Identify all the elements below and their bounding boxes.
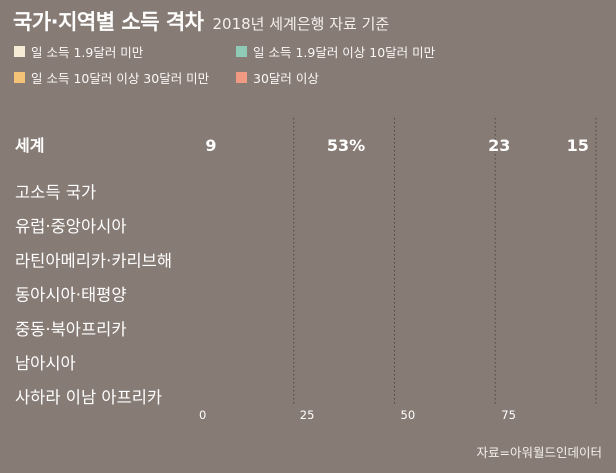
category-label: 중동·북아프리카 xyxy=(15,320,127,339)
legend-item: 일 소득 1.9달러 이상 10달러 미만 xyxy=(236,42,435,61)
legend: 일 소득 1.9달러 미만 일 소득 1.9달러 이상 10달러 미만 일 소득… xyxy=(14,42,484,92)
legend-item: 일 소득 1.9달러 미만 xyxy=(14,42,143,61)
legend-item: 일 소득 10달러 이상 30달러 미만 xyxy=(14,68,209,87)
category-label: 동아시아·태평양 xyxy=(15,286,127,305)
legend-label: 30달러 이상 xyxy=(253,71,319,86)
legend-label: 일 소득 1.9달러 미만 xyxy=(31,45,144,60)
x-tick-label: 25 xyxy=(300,408,315,422)
legend-swatch xyxy=(236,72,247,83)
category-label: 세계 xyxy=(15,136,44,155)
category-label: 유럽·중앙아시아 xyxy=(15,217,127,236)
data-label: 23 xyxy=(488,136,510,155)
legend-swatch xyxy=(14,72,25,83)
category-label: 남아시아 xyxy=(15,354,76,373)
source-note: 자료=아워월드인데이터 xyxy=(476,445,602,460)
legend-swatch xyxy=(14,46,25,57)
data-label: 15 xyxy=(567,136,589,155)
chart-subtitle: 2018년 세계은행 자료 기준 xyxy=(212,15,390,33)
data-label: 9 xyxy=(205,136,216,155)
category-label: 라틴아메리카·카리브해 xyxy=(15,251,172,270)
chart-title: 국가·지역별 소득 격차 xyxy=(13,10,204,34)
category-label: 사하라 이남 아프리카 xyxy=(15,388,162,407)
x-tick-label: 75 xyxy=(501,408,516,422)
chart-header: 국가·지역별 소득 격차 2018년 세계은행 자료 기준 xyxy=(13,6,389,36)
legend-label: 일 소득 1.9달러 이상 10달러 미만 xyxy=(253,45,436,60)
legend-swatch xyxy=(236,46,247,57)
data-label: 53% xyxy=(327,136,365,155)
legend-item: 30달러 이상 xyxy=(236,68,319,87)
x-tick-label: 0 xyxy=(199,408,206,422)
x-tick-label: 50 xyxy=(401,408,416,422)
category-label: 고소득 국가 xyxy=(15,183,96,202)
legend-label: 일 소득 10달러 이상 30달러 미만 xyxy=(31,71,210,86)
